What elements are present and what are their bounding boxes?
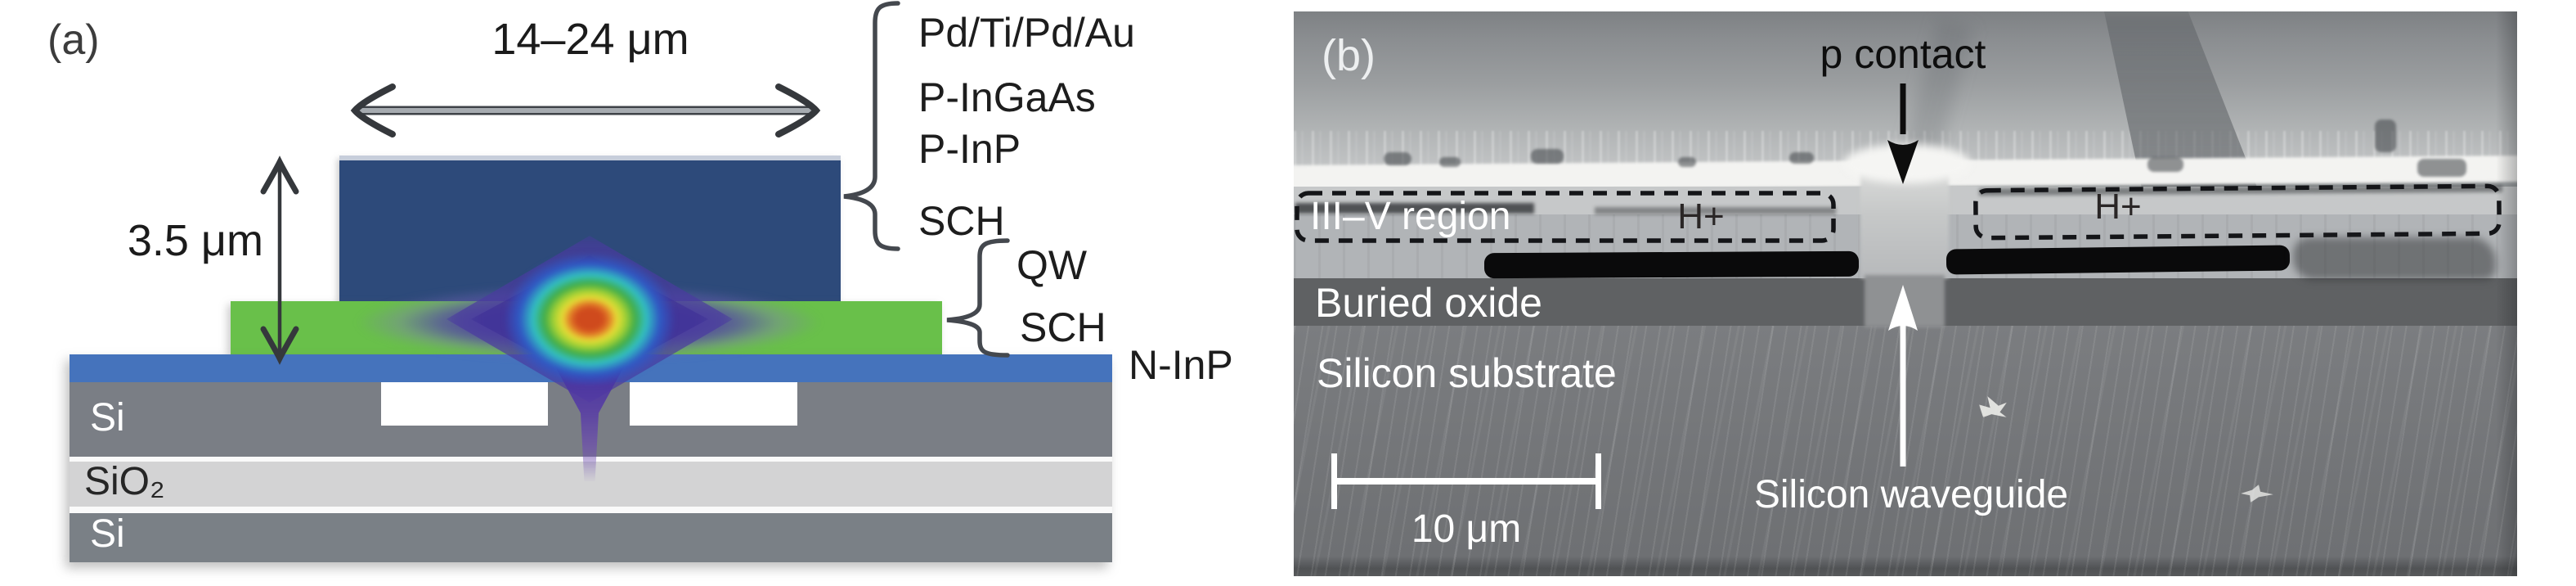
silicon-waveguide-label: Silicon waveguide [1753,473,2069,516]
sem-dark-streak [1595,207,1836,214]
sem-speckle [1678,157,1696,167]
n-inp-label: N-InP [1129,342,1233,388]
h-plus-label-left: H+ [1677,196,1725,237]
sch-label: SCH [1020,304,1106,350]
sem-rough-debris [2293,237,2496,280]
qw-label: QW [1016,242,1088,288]
scale-bar [1331,478,1601,485]
panel-b-tag: (b) [1322,31,1376,80]
active-region-brace [946,238,1010,358]
sem-speckle [2147,157,2183,172]
sem-speckle [2417,159,2466,177]
height-dimension-arrow [260,156,299,365]
sem-p-contact-mesa [1860,172,1949,278]
sem-speckle [1384,152,1411,165]
sem-dark-streak [1295,203,1534,214]
h-plus-label-right: H+ [2094,187,2142,227]
epi-stack-brace [843,1,900,251]
p-contact-arrow [1887,83,1919,184]
epi-label-sch: SCH [918,198,1005,244]
etched-trench-left [381,382,548,426]
sem-right-edge-shadow [2496,11,2517,576]
iii-v-region-label: III–V region [1310,195,1511,238]
epi-label-ingaas: P-InGaAs [918,74,1096,120]
silicon-waveguide-arrow [1888,285,1918,467]
h-implant-box-left [1295,191,1836,243]
sem-speckle [1531,149,1564,164]
epi-label-pinp: P-InP [918,126,1021,172]
epi-label-contact: Pd/Ti/Pd/Au [918,10,1135,56]
buried-oxide-label: Buried oxide [1315,280,1542,326]
layer-seam [70,507,1112,513]
panel-a-tag: (a) [47,16,100,64]
mesa-height-dimension: 3.5 μm [127,216,263,265]
width-dimension-arrow [350,83,821,137]
silicon-substrate-label: Silicon substrate [1317,350,1617,396]
sem-speckle [2375,119,2396,152]
si-device-label: Si [90,396,125,440]
scale-bar-label: 10 μm [1411,507,1522,551]
sem-micrograph: H+ H+ III–V region Buried oxide Silicon … [1294,11,2517,576]
etched-trench-right [630,382,797,426]
sem-speckle [1439,157,1461,167]
sem-undercut-bar-right [1945,245,2291,275]
p-contact-label: p contact [1820,31,1986,77]
sio2-label: SiO₂ [84,460,165,503]
mesa-width-dimension: 14–24 μm [491,15,689,64]
sem-undercut-bar-left [1483,250,1860,279]
silicon-handle-layer [70,513,1112,562]
sem-speckle [1789,152,1814,164]
h-implant-box-right [1973,183,2502,241]
optical-mode-core [504,252,675,386]
si-handle-label: Si [90,512,125,556]
